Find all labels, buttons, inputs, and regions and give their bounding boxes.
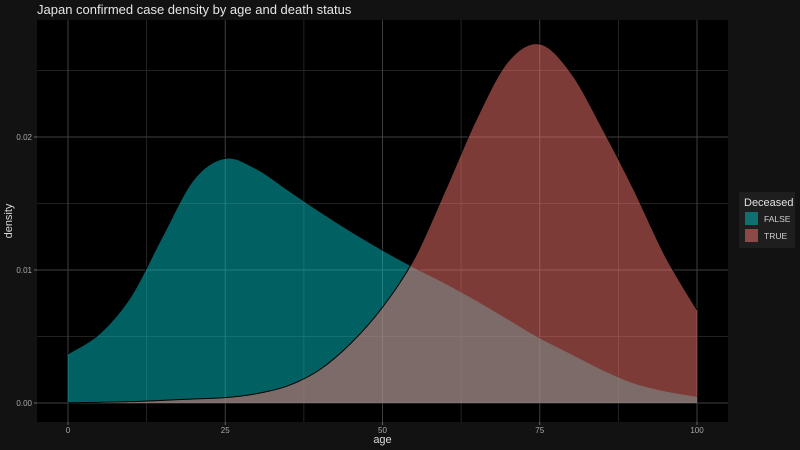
density-area-true bbox=[68, 43, 697, 404]
legend-label-false: FALSE bbox=[764, 214, 791, 224]
x-tick-label: 100 bbox=[690, 426, 704, 435]
legend-key-false bbox=[745, 212, 758, 225]
y-tick-label: 0.00 bbox=[16, 399, 32, 408]
y-axis-title: density bbox=[3, 203, 15, 238]
legend-label-true: TRUE bbox=[764, 231, 787, 241]
density-area-true-outline bbox=[67, 43, 698, 404]
chart-title: Japan confirmed case density by age and … bbox=[37, 2, 352, 17]
x-axis-title: age bbox=[373, 434, 391, 446]
x-axis-ticks: 0 25 50 75 100 bbox=[66, 422, 704, 435]
y-tick-label: 0.01 bbox=[16, 266, 32, 275]
legend-title: Deceased bbox=[744, 197, 794, 209]
x-tick-label: 0 bbox=[66, 426, 71, 435]
y-tick-label: 0.02 bbox=[16, 133, 32, 142]
x-tick-label: 50 bbox=[378, 426, 387, 435]
x-tick-label: 75 bbox=[535, 426, 544, 435]
density-areas bbox=[67, 43, 698, 404]
legend-items: FALSE TRUE bbox=[745, 212, 791, 242]
x-tick-label: 25 bbox=[221, 426, 230, 435]
legend: Deceased FALSE TRUE bbox=[739, 192, 795, 248]
y-axis-ticks: 0.00 0.01 0.02 bbox=[16, 133, 37, 408]
legend-key-true bbox=[745, 229, 758, 242]
